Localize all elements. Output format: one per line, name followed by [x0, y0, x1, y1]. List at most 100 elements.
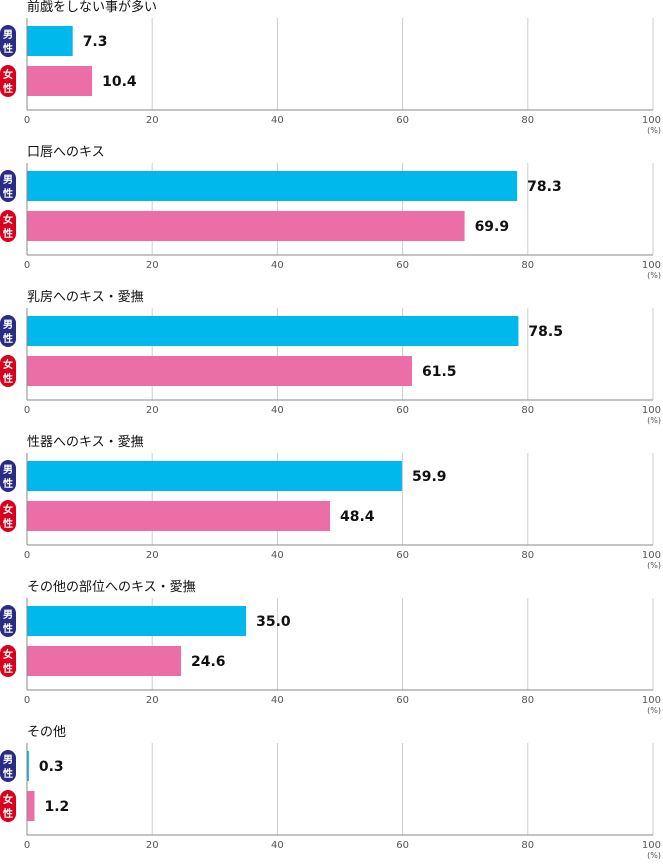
female-badge-label: 女 [3, 793, 13, 806]
x-tick-label: 20 [146, 115, 159, 126]
female-badge [0, 645, 16, 677]
female-badge-label: 女 [3, 358, 13, 371]
male-bar [27, 316, 519, 346]
x-tick-label: 0 [24, 840, 30, 851]
x-tick-label: 20 [146, 405, 159, 416]
male-badge-label: 男 [3, 174, 13, 186]
unit-label: (%) [647, 851, 661, 860]
female-bar [27, 646, 181, 676]
male-badge-label: 性 [2, 767, 13, 780]
female-badge-label: 性 [2, 82, 13, 95]
male-value-label: 59.9 [412, 469, 447, 485]
x-tick-label: 60 [396, 405, 409, 416]
male-badge-label: 男 [3, 464, 13, 476]
unit-label: (%) [647, 271, 661, 280]
x-tick-label: 40 [271, 550, 284, 561]
female-value-label: 69.9 [475, 219, 510, 235]
male-badge-label: 性 [2, 187, 13, 200]
female-badge-label: 性 [2, 372, 13, 385]
female-badge [0, 355, 16, 387]
panel-title: 口唇へのキス [27, 145, 105, 160]
male-bar [27, 26, 73, 56]
male-bar [27, 751, 29, 781]
panel-title: 乳房へのキス・愛撫 [27, 289, 144, 305]
male-badge-label: 性 [2, 42, 13, 55]
female-badge [0, 790, 16, 822]
male-value-label: 78.3 [527, 179, 562, 195]
male-badge-label: 男 [3, 609, 13, 621]
x-tick-label: 80 [521, 260, 534, 271]
male-badge [0, 25, 16, 57]
female-value-label: 10.4 [102, 74, 137, 90]
panel-title: 前戯をしない事が多い [27, 0, 157, 15]
panel-title: その他 [27, 725, 66, 740]
female-badge [0, 65, 16, 97]
x-tick-label: 40 [271, 115, 284, 126]
female-badge-label: 性 [2, 662, 13, 675]
x-tick-label: 100 [642, 115, 661, 126]
unit-label: (%) [647, 126, 661, 135]
x-tick-label: 100 [642, 840, 661, 851]
female-badge [0, 500, 16, 532]
male-bar [27, 461, 402, 491]
male-bar [27, 171, 518, 201]
male-badge-label: 男 [3, 29, 13, 41]
x-tick-label: 60 [396, 840, 409, 851]
female-bar [27, 211, 465, 241]
male-badge [0, 315, 16, 347]
x-tick-label: 20 [146, 550, 159, 561]
male-badge [0, 170, 16, 202]
unit-label: (%) [647, 706, 661, 715]
x-tick-label: 20 [146, 695, 159, 706]
x-tick-label: 0 [24, 260, 30, 271]
male-badge-label: 性 [2, 332, 13, 345]
x-tick-label: 80 [521, 115, 534, 126]
male-badge-label: 男 [3, 754, 13, 766]
female-bar [27, 356, 412, 386]
unit-label: (%) [647, 416, 661, 425]
male-badge-label: 性 [2, 477, 13, 490]
male-badge [0, 605, 16, 637]
female-value-label: 24.6 [191, 654, 226, 670]
x-tick-label: 100 [642, 550, 661, 561]
x-tick-label: 40 [271, 840, 284, 851]
male-value-label: 35.0 [256, 614, 291, 630]
male-badge-label: 男 [3, 319, 13, 331]
x-tick-label: 0 [24, 695, 30, 706]
panel-title: その他の部位へのキス・愛撫 [27, 580, 196, 595]
male-value-label: 7.3 [83, 34, 108, 50]
female-badge-label: 女 [3, 213, 13, 226]
x-tick-label: 60 [396, 260, 409, 271]
male-badge [0, 460, 16, 492]
female-bar [27, 66, 93, 96]
x-tick-label: 20 [146, 260, 159, 271]
female-value-label: 1.2 [45, 799, 70, 815]
panel-title: 性器へのキス・愛撫 [27, 435, 144, 450]
x-tick-label: 60 [396, 550, 409, 561]
male-bar [27, 606, 247, 636]
female-badge-label: 女 [3, 648, 13, 661]
male-value-label: 78.5 [528, 324, 563, 340]
female-value-label: 61.5 [422, 364, 457, 380]
x-tick-label: 0 [24, 405, 30, 416]
x-tick-label: 40 [271, 260, 284, 271]
female-badge [0, 210, 16, 242]
x-tick-label: 0 [24, 115, 30, 126]
female-badge-label: 性 [2, 517, 13, 530]
female-value-label: 48.4 [340, 509, 375, 525]
x-tick-label: 100 [642, 695, 661, 706]
female-badge-label: 女 [3, 68, 13, 81]
male-badge [0, 750, 16, 782]
unit-label: (%) [647, 561, 661, 570]
male-badge-label: 性 [2, 622, 13, 635]
x-tick-label: 60 [396, 695, 409, 706]
female-badge-label: 性 [2, 227, 13, 240]
female-bar [27, 501, 330, 531]
x-tick-label: 40 [271, 695, 284, 706]
female-badge-label: 女 [3, 503, 13, 516]
x-tick-label: 0 [24, 550, 30, 561]
x-tick-label: 100 [642, 405, 661, 416]
x-tick-label: 20 [146, 840, 159, 851]
x-tick-label: 80 [521, 550, 534, 561]
